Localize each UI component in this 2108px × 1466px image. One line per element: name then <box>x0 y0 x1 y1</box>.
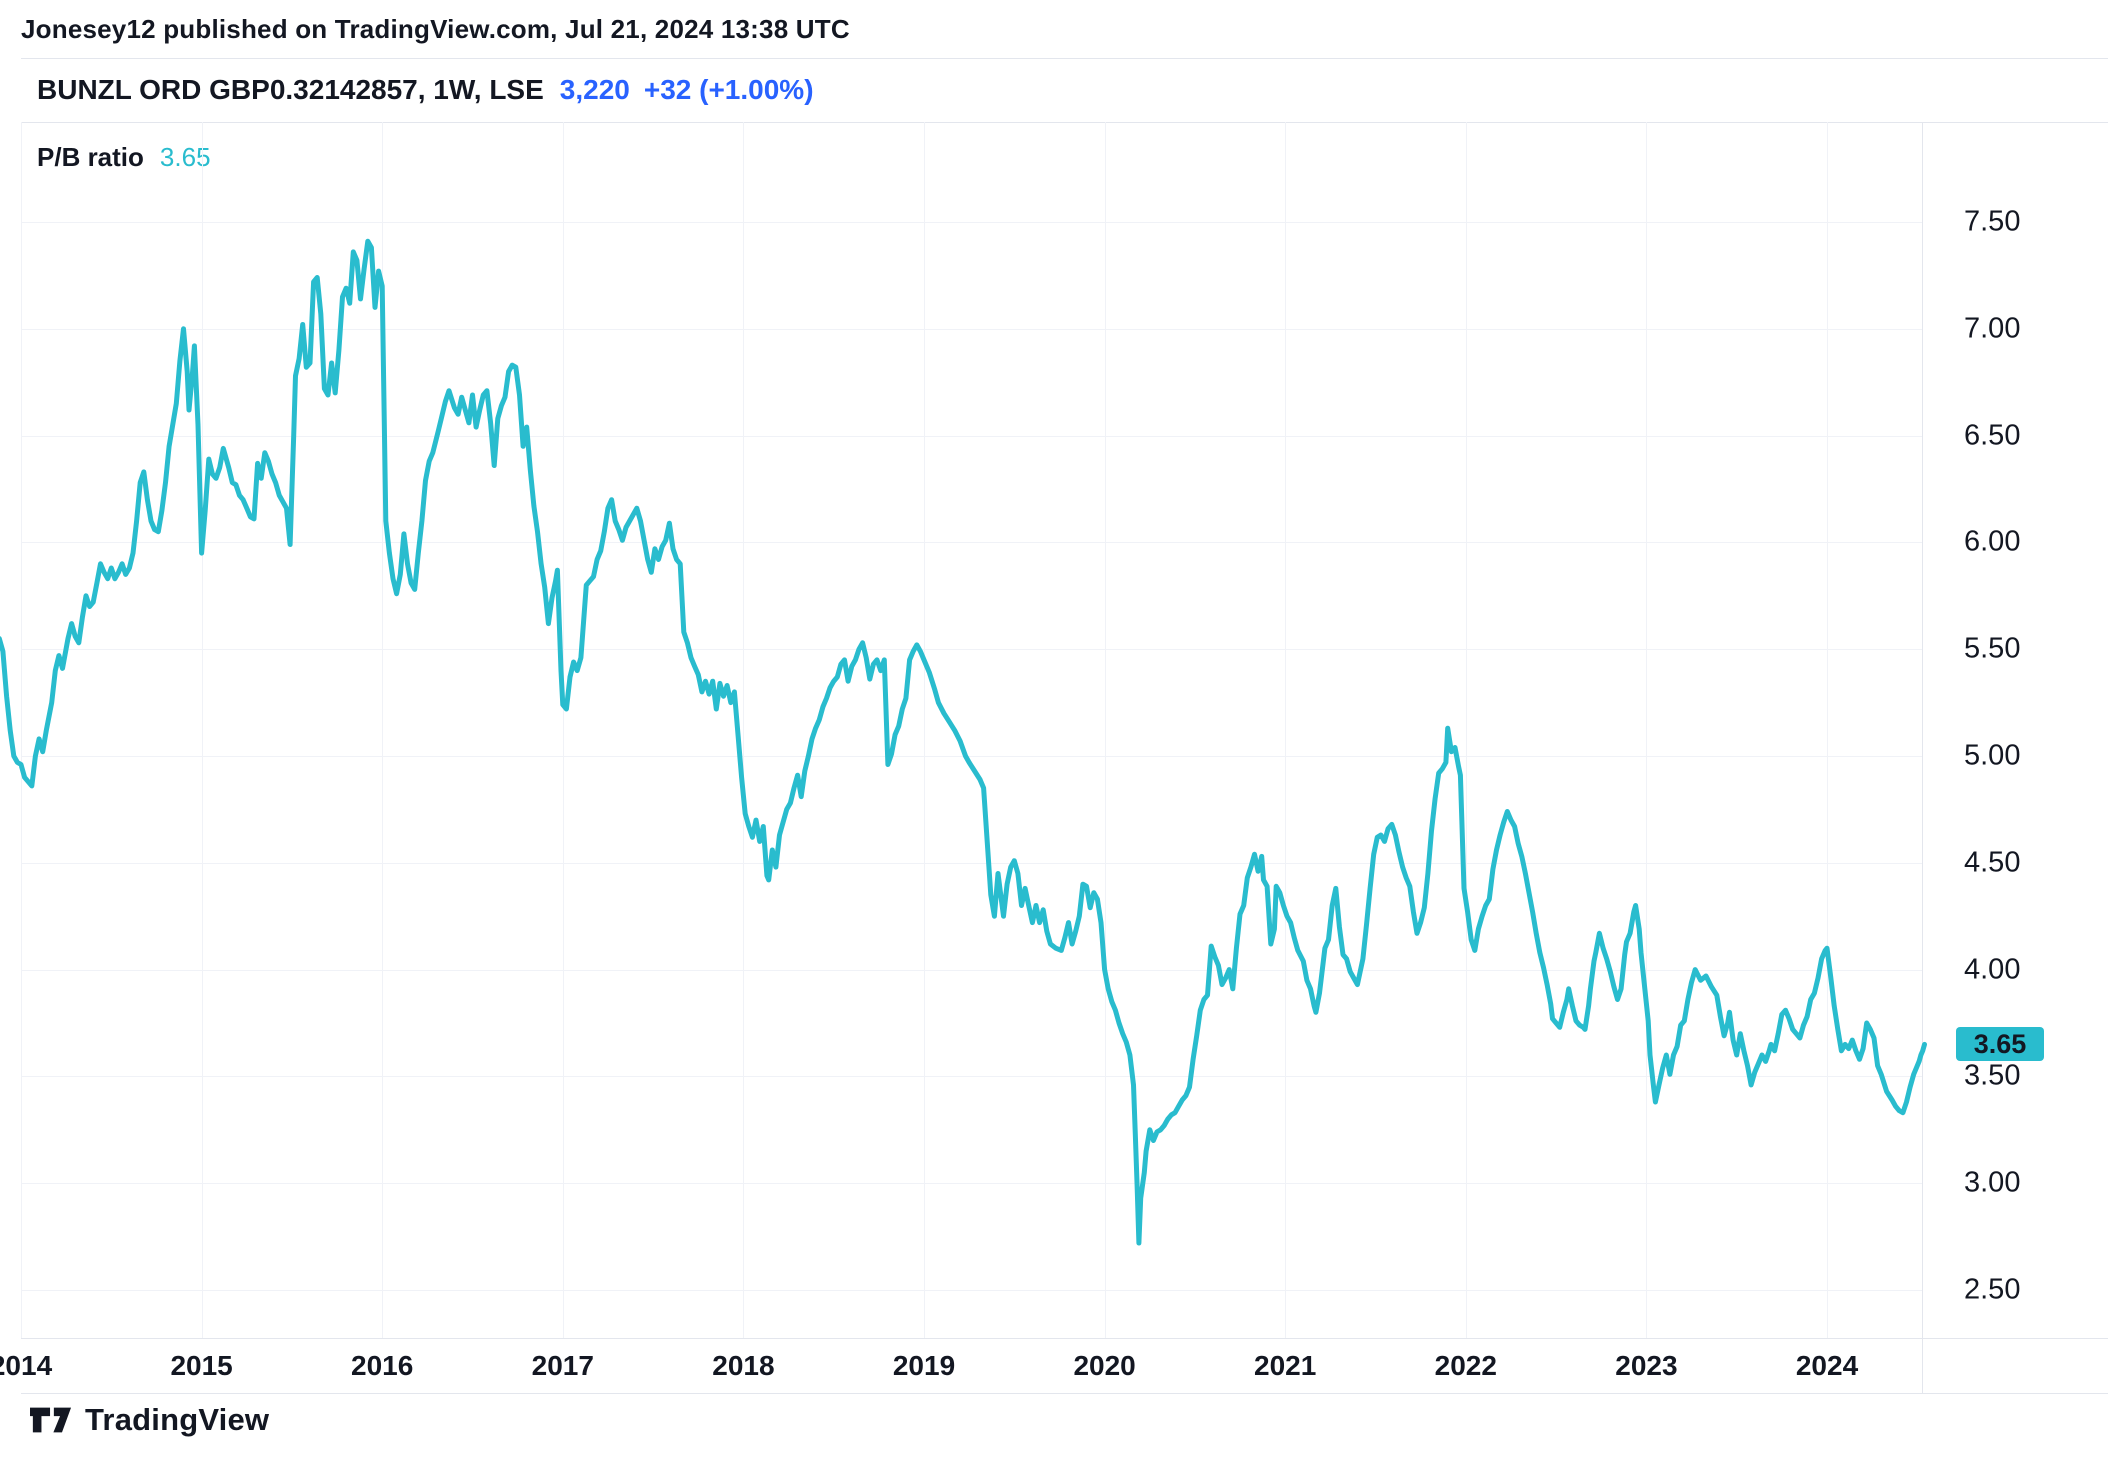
attribution-text: Jonesey12 published on TradingView.com, … <box>21 13 850 44</box>
pb-ratio-line <box>0 238 1927 1246</box>
year-tick-label: 2017 <box>531 1350 594 1381</box>
h-gridline <box>21 969 1922 971</box>
tradingview-logo-icon <box>30 1407 72 1433</box>
price-tick-label: 5.50 <box>1964 632 2021 665</box>
price-tick-label: 3.50 <box>1964 1059 2021 1092</box>
symbol-bar: BUNZL ORD GBP0.32142857, 1W, LSE 3,220 +… <box>37 58 814 122</box>
h-gridline <box>21 756 1922 757</box>
v-gridline <box>1465 122 1467 1338</box>
price-tick-label: 4.00 <box>1964 953 2021 986</box>
h-gridline <box>21 1076 1922 1078</box>
h-gridline <box>21 328 1922 330</box>
year-tick-label: 2016 <box>351 1350 414 1381</box>
bottom-frame-line <box>21 1393 2108 1394</box>
pane-bottom-separator <box>21 1338 2108 1339</box>
symbol-title[interactable]: BUNZL ORD GBP0.32142857, 1W, LSE <box>37 74 544 105</box>
price-axis-separator <box>1922 122 1923 1393</box>
v-gridline <box>743 122 745 1338</box>
v-gridline <box>1285 122 1287 1338</box>
year-tick-label: 2018 <box>712 1350 775 1381</box>
year-tick-label: 2022 <box>1434 1350 1497 1381</box>
price-tick-label: 5.00 <box>1964 739 2021 772</box>
year-tick-label: 2015 <box>170 1350 233 1381</box>
year-tick-label: 2021 <box>1254 1350 1317 1381</box>
attribution-bar: Jonesey12 published on TradingView.com, … <box>0 0 2108 58</box>
year-tick-label: 2023 <box>1615 1350 1678 1381</box>
h-gridline <box>21 649 1922 651</box>
price-tick-label: 7.50 <box>1964 205 2021 238</box>
time-axis: 2014 2015 2016 2017 2018 2019 2020 2021 2022 2023… <box>0 1338 2108 1393</box>
symbol-bar-separator <box>21 122 2108 123</box>
indicator-label: P/B ratio <box>37 141 144 172</box>
header-separator <box>21 58 2108 59</box>
v-gridline <box>562 122 564 1338</box>
year-tick-label: 2014 <box>0 1350 53 1381</box>
price-tick-label: 6.00 <box>1964 525 2021 558</box>
symbol-quote: 3,220 +32 (+1.00%) <box>560 74 814 106</box>
h-gridline <box>21 862 1922 864</box>
year-tick-label: 2024 <box>1795 1350 1859 1381</box>
v-gridline <box>1646 122 1648 1338</box>
v-gridline <box>1104 122 1106 1338</box>
price-tick-label: 7.00 <box>1964 312 2021 345</box>
h-gridline <box>21 222 1922 223</box>
v-gridline <box>201 122 203 1338</box>
symbol-price: 3,220 <box>559 74 630 105</box>
v-gridline <box>21 122 22 1338</box>
price-tick-label: 3.00 <box>1964 1166 2021 1199</box>
price-tick-label: 6.50 <box>1964 419 2021 452</box>
price-tick-label: 2.50 <box>1964 1273 2021 1306</box>
h-gridline <box>21 435 1922 437</box>
price-tick-label: 4.50 <box>1964 846 2021 879</box>
tradingview-logo-text: TradingView <box>85 1402 270 1437</box>
v-gridline <box>924 122 925 1338</box>
h-gridline <box>21 1183 1922 1185</box>
year-tick-label: 2019 <box>892 1350 956 1381</box>
year-tick-label: 2020 <box>1073 1350 1136 1381</box>
v-gridline <box>382 122 384 1338</box>
tradingview-logo[interactable]: TradingView <box>30 1402 269 1438</box>
chart-plot-area[interactable] <box>0 122 1922 1338</box>
h-gridline <box>21 542 1922 544</box>
v-gridline <box>1827 122 1828 1338</box>
last-value-badge: 3.65 <box>1956 1027 2044 1062</box>
h-gridline <box>21 1290 1922 1291</box>
symbol-change: +32 (+1.00%) <box>643 74 814 105</box>
